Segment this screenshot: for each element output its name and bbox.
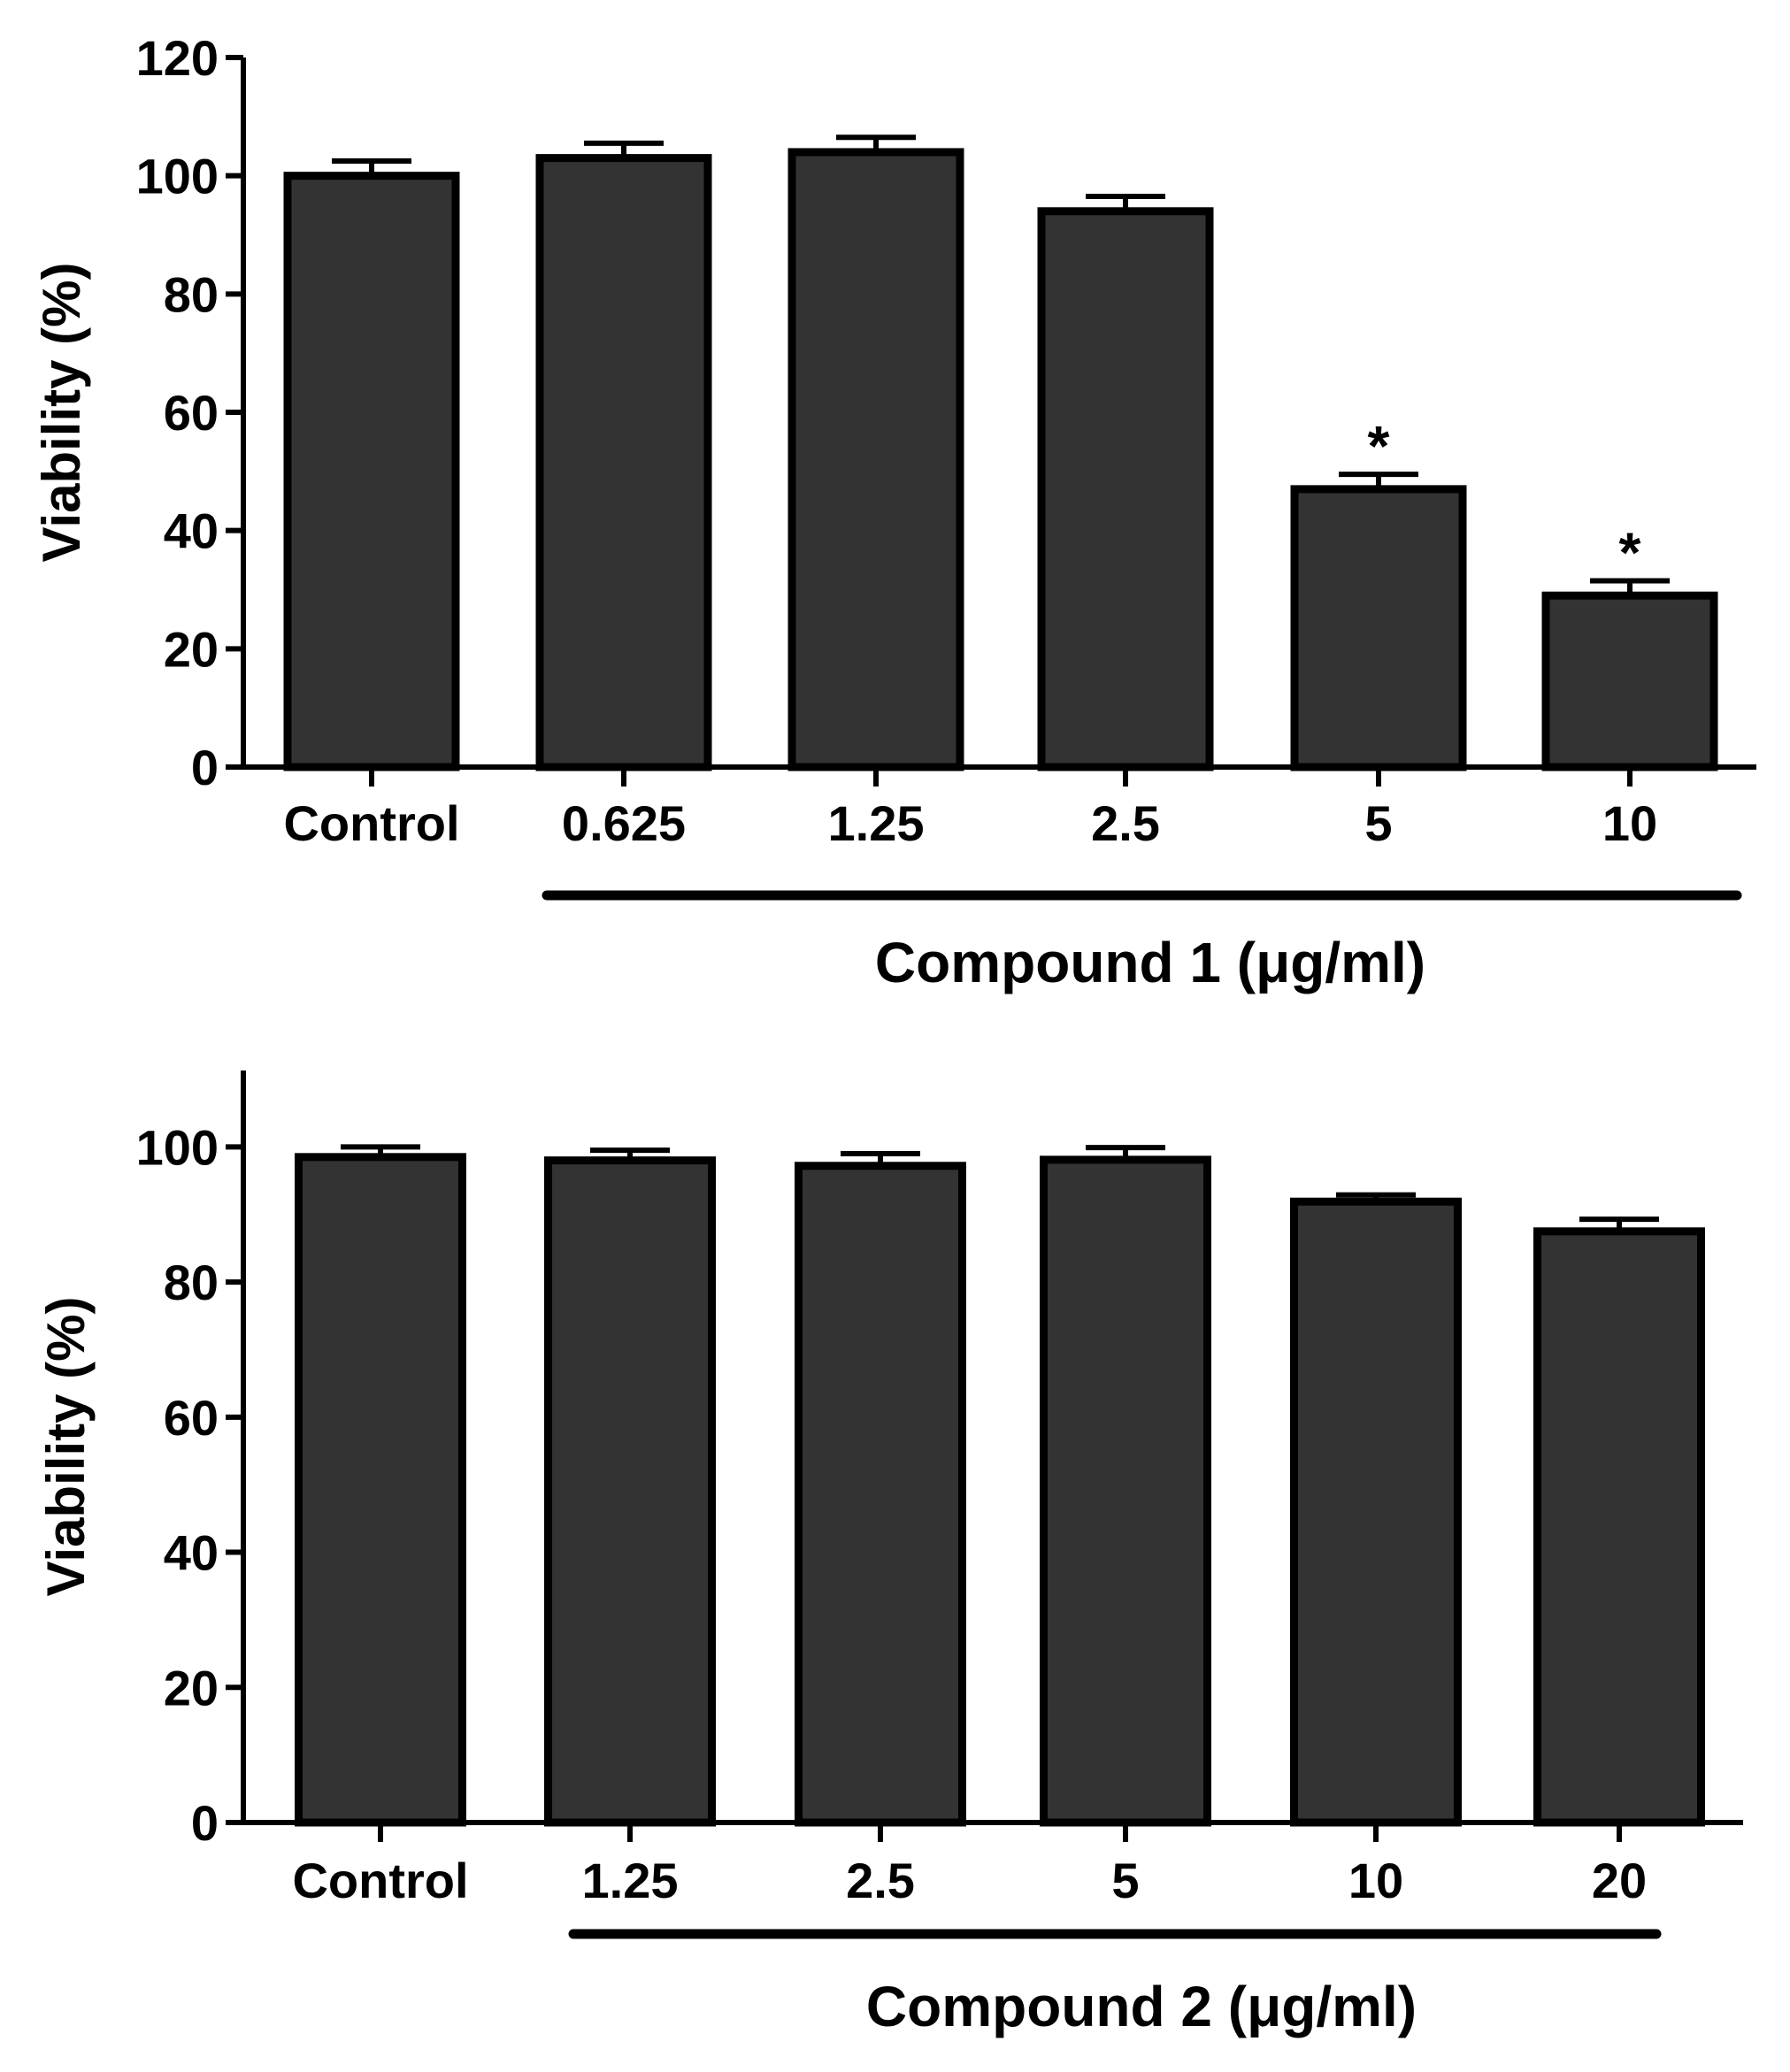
x-tick-label: 2.5: [1091, 795, 1160, 851]
x-tick-label: Control: [283, 795, 459, 851]
bar: [787, 148, 964, 771]
bar: [1290, 1197, 1462, 1827]
x-tick-label: 1.25: [582, 1853, 679, 1908]
y-tick-label: 60: [164, 1390, 219, 1446]
chart-compound-1: * * 0 20 40 60 80 100 120 Control 0.625 1.25 2.5 5 10 C…: [32, 30, 1756, 994]
bar: [795, 1162, 966, 1827]
x-axis-label: Compound 2 (μg/ml): [866, 1975, 1417, 2038]
significance-marker: *: [1619, 520, 1641, 584]
y-tick-label: 120: [136, 30, 219, 86]
x-tick-label: Control: [292, 1853, 468, 1908]
bar: [1541, 591, 1718, 771]
y-tick-label: 20: [164, 1660, 219, 1715]
bar: [1533, 1227, 1705, 1827]
x-tick-label: 20: [1592, 1853, 1647, 1908]
y-tick-label: 40: [164, 1525, 219, 1581]
bar: [295, 1153, 466, 1827]
y-tick-label: 0: [191, 740, 219, 795]
y-tick-label: 40: [164, 503, 219, 559]
bar: [1037, 207, 1214, 771]
x-tick-label: 1.25: [828, 795, 925, 851]
x-tick-label: 5: [1111, 1853, 1139, 1908]
y-tick-label: 80: [164, 1255, 219, 1310]
x-axis-label: Compound 1 (μg/ml): [875, 931, 1425, 994]
y-axis-label: Viability (%): [32, 263, 91, 563]
y-tick-label: 80: [164, 266, 219, 322]
y-tick-label: 100: [136, 1119, 219, 1175]
significance-marker: *: [1368, 414, 1390, 478]
bar: [1290, 485, 1467, 771]
x-tick-label: 2.5: [846, 1853, 915, 1908]
bar: [535, 154, 712, 771]
chart-compound-2: 0 20 40 60 80 100 Control 1.25 2.5 5 10 20 Compound …: [36, 1071, 1743, 2038]
bar: [1040, 1155, 1211, 1827]
bar: [283, 172, 460, 771]
x-tick-label: 10: [1602, 795, 1657, 851]
y-tick-label: 20: [164, 621, 219, 677]
bar: [544, 1156, 716, 1827]
y-tick-label: 60: [164, 385, 219, 441]
x-tick-label: 5: [1364, 795, 1392, 851]
y-axis-label: Viability (%): [36, 1297, 96, 1597]
y-tick-label: 0: [191, 1795, 219, 1851]
x-tick-label: 0.625: [562, 795, 686, 851]
y-tick-label: 100: [136, 149, 219, 204]
x-tick-label: 10: [1348, 1853, 1403, 1908]
